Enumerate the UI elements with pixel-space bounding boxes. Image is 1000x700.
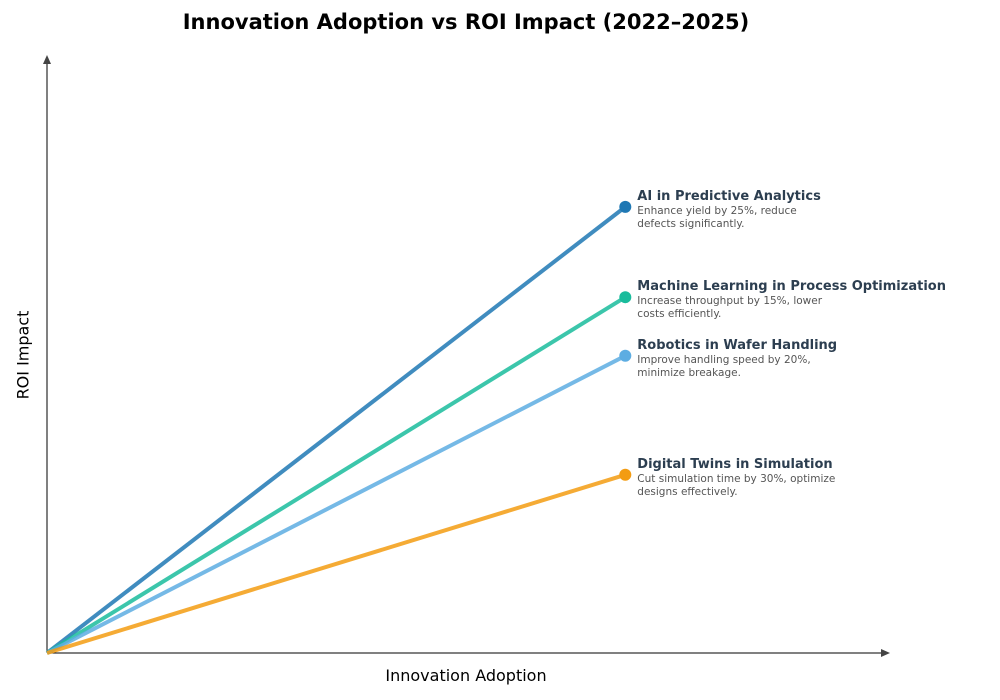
x-axis-label: Innovation Adoption xyxy=(385,666,547,685)
series-endpoint-marker-2 xyxy=(619,349,632,362)
series-description-label: Improve handling speed by 20%, minimize … xyxy=(637,353,811,379)
series-description-label: Increase throughput by 15%, lower costs … xyxy=(637,295,823,321)
series-annotation: AI in Predictive Analytics Enhance yield … xyxy=(637,189,997,231)
series-line-1 xyxy=(45,295,627,655)
series-line-2 xyxy=(46,354,627,655)
x-axis-arrow-icon xyxy=(881,649,890,657)
series-endpoint-marker-3 xyxy=(619,468,632,481)
series-annotation: Machine Learning in Process Optimization… xyxy=(637,279,997,321)
series-description-label: Enhance yield by 25%, reduce defects sig… xyxy=(637,204,797,230)
chart-title: Innovation Adoption vs ROI Impact (2022–… xyxy=(182,10,750,34)
series-annotation: Digital Twins in Simulation Cut simulatio… xyxy=(637,457,997,499)
series-name-label: AI in Predictive Analytics xyxy=(637,188,821,204)
series-annotation: Robotics in Wafer Handling Improve handli… xyxy=(637,338,997,380)
series-name-label: Machine Learning in Process Optimization xyxy=(637,279,946,295)
series-name-label: Digital Twins in Simulation xyxy=(637,456,833,472)
series-line-3 xyxy=(46,472,626,655)
y-axis-arrow-icon xyxy=(43,55,51,64)
series-endpoint-marker-0 xyxy=(619,200,632,213)
series-endpoint-marker-1 xyxy=(619,291,632,304)
series-name-label: Robotics in Wafer Handling xyxy=(637,337,838,353)
series-description-label: Cut simulation time by 30%, optimize des… xyxy=(637,472,836,498)
series-line-0 xyxy=(45,205,627,655)
